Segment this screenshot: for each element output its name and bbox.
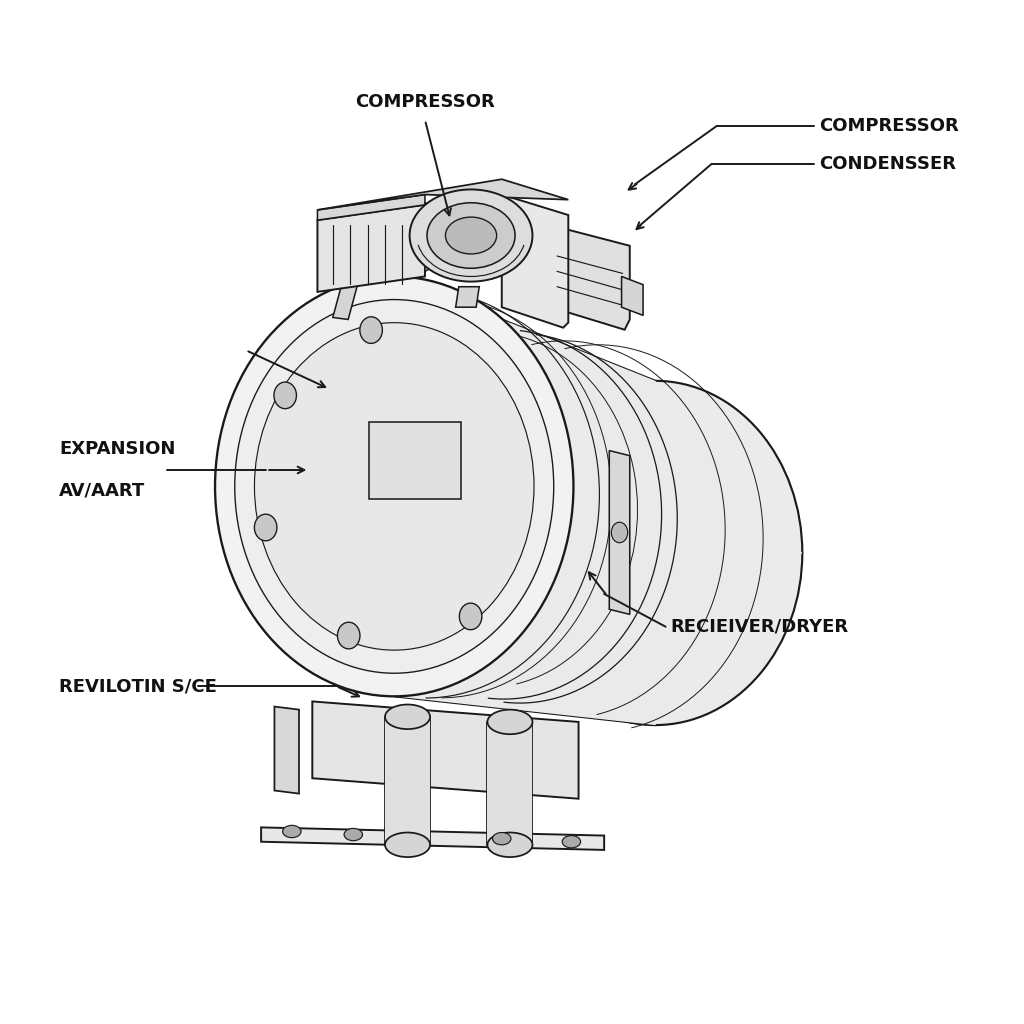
Ellipse shape: [274, 382, 297, 409]
Polygon shape: [456, 287, 479, 307]
Polygon shape: [609, 451, 630, 614]
Text: EXPANSION: EXPANSION: [59, 439, 176, 458]
Text: RECIEIVER/DRYER: RECIEIVER/DRYER: [671, 617, 849, 636]
Ellipse shape: [255, 323, 535, 650]
Polygon shape: [487, 722, 532, 845]
Polygon shape: [317, 205, 425, 292]
Polygon shape: [317, 179, 568, 210]
Ellipse shape: [427, 203, 515, 268]
Polygon shape: [317, 195, 425, 220]
Ellipse shape: [611, 522, 628, 543]
Polygon shape: [274, 707, 299, 794]
Ellipse shape: [385, 833, 430, 857]
Text: AV/AART: AV/AART: [59, 481, 145, 500]
Polygon shape: [312, 701, 579, 799]
Ellipse shape: [410, 189, 532, 282]
Ellipse shape: [460, 603, 482, 630]
Text: COMPRESSOR: COMPRESSOR: [819, 117, 958, 135]
Text: REVILOTIN S/CE: REVILOTIN S/CE: [59, 677, 217, 695]
Ellipse shape: [562, 836, 581, 848]
Polygon shape: [622, 276, 643, 315]
Polygon shape: [261, 827, 604, 850]
Polygon shape: [333, 280, 358, 319]
Ellipse shape: [234, 300, 554, 673]
Ellipse shape: [445, 217, 497, 254]
Ellipse shape: [385, 705, 430, 729]
Polygon shape: [394, 276, 803, 725]
Ellipse shape: [493, 833, 511, 845]
Text: COMPRESSOR: COMPRESSOR: [355, 92, 495, 111]
Ellipse shape: [215, 276, 573, 696]
Ellipse shape: [283, 825, 301, 838]
Polygon shape: [385, 717, 430, 845]
Polygon shape: [369, 422, 461, 499]
Polygon shape: [425, 203, 492, 271]
Ellipse shape: [254, 514, 276, 541]
Ellipse shape: [509, 381, 803, 725]
Ellipse shape: [338, 623, 360, 649]
Text: CONDENSSER: CONDENSSER: [819, 155, 956, 173]
Ellipse shape: [487, 710, 532, 734]
Polygon shape: [551, 225, 630, 330]
Ellipse shape: [359, 316, 382, 343]
Polygon shape: [502, 195, 568, 328]
Ellipse shape: [487, 833, 532, 857]
Ellipse shape: [344, 828, 362, 841]
